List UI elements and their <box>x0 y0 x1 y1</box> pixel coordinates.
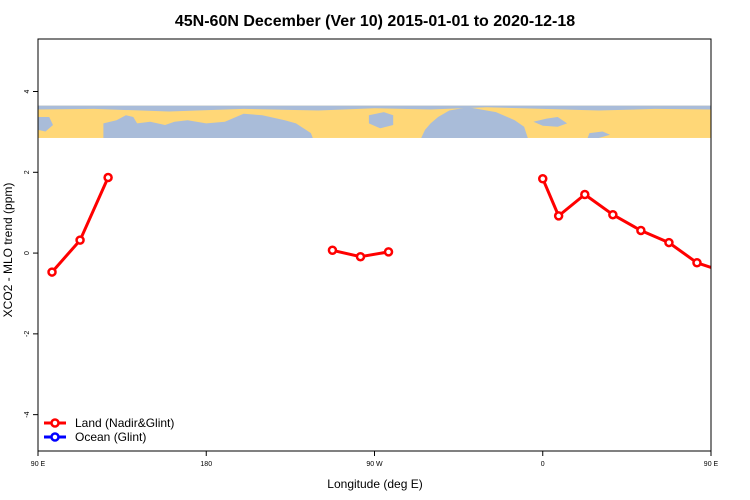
series-point-0 <box>664 237 674 248</box>
series-point-0 <box>327 245 338 256</box>
plot-frame <box>37 38 712 452</box>
legend-label-0: Land (Nadir&Glint) <box>75 416 174 430</box>
x-axis-label: Longitude (deg E) <box>327 477 422 491</box>
y-axis-label: XCO2 - MLO trend (ppm) <box>1 183 15 318</box>
map-band-ocean-2 <box>421 107 528 138</box>
x-tick-label: 180 <box>200 461 212 468</box>
series-layer <box>47 172 729 277</box>
x-tick-label: 90 E <box>31 461 46 468</box>
y-tick-label: -4 <box>24 411 31 417</box>
y-tick-label: 0 <box>24 251 31 255</box>
series-point-0 <box>580 189 590 200</box>
legend-label-1: Ocean (Glint) <box>75 430 146 444</box>
chart-title: 45N-60N December (Ver 10) 2015-01-01 to … <box>175 13 575 30</box>
series-point-0 <box>538 174 548 184</box>
x-tick-label: 90 E <box>704 461 719 468</box>
series-point-0 <box>47 267 57 277</box>
legend-marker-0 <box>50 418 60 428</box>
series-point-0 <box>722 269 729 276</box>
series-point-0 <box>692 258 702 268</box>
y-tick-label: 4 <box>24 89 31 93</box>
series-point-0 <box>103 172 113 183</box>
map-band-ocean-3 <box>533 117 568 127</box>
x-tick-label: 0 <box>541 461 545 468</box>
map-band-ocean-0 <box>103 113 313 138</box>
series-point-0 <box>383 247 394 257</box>
map-band-ocean-1 <box>368 112 394 129</box>
x-tick-label: 90 W <box>366 461 383 468</box>
series-point-0 <box>553 211 564 221</box>
legend-marker-1 <box>50 432 60 442</box>
series-point-0 <box>355 251 366 262</box>
series-line-0 <box>541 178 711 270</box>
map-band-ocean-5 <box>38 105 711 112</box>
y-tick-label: 2 <box>24 170 31 174</box>
x-axis: 90 E 180 90 W 0 90 E <box>31 451 719 468</box>
legend: Land (Nadir&Glint)Ocean (Glint) <box>44 416 174 444</box>
world-map-band <box>38 105 711 138</box>
series-point-0 <box>636 225 646 236</box>
series-point-0 <box>75 235 85 245</box>
y-axis: -4 -2 0 2 4 <box>24 89 38 418</box>
map-band-ocean-4 <box>587 131 610 138</box>
y-tick-label: -2 <box>24 331 31 337</box>
series-line-0 <box>50 176 110 274</box>
series-point-0 <box>608 209 618 220</box>
map-band-ocean-7 <box>38 117 53 132</box>
